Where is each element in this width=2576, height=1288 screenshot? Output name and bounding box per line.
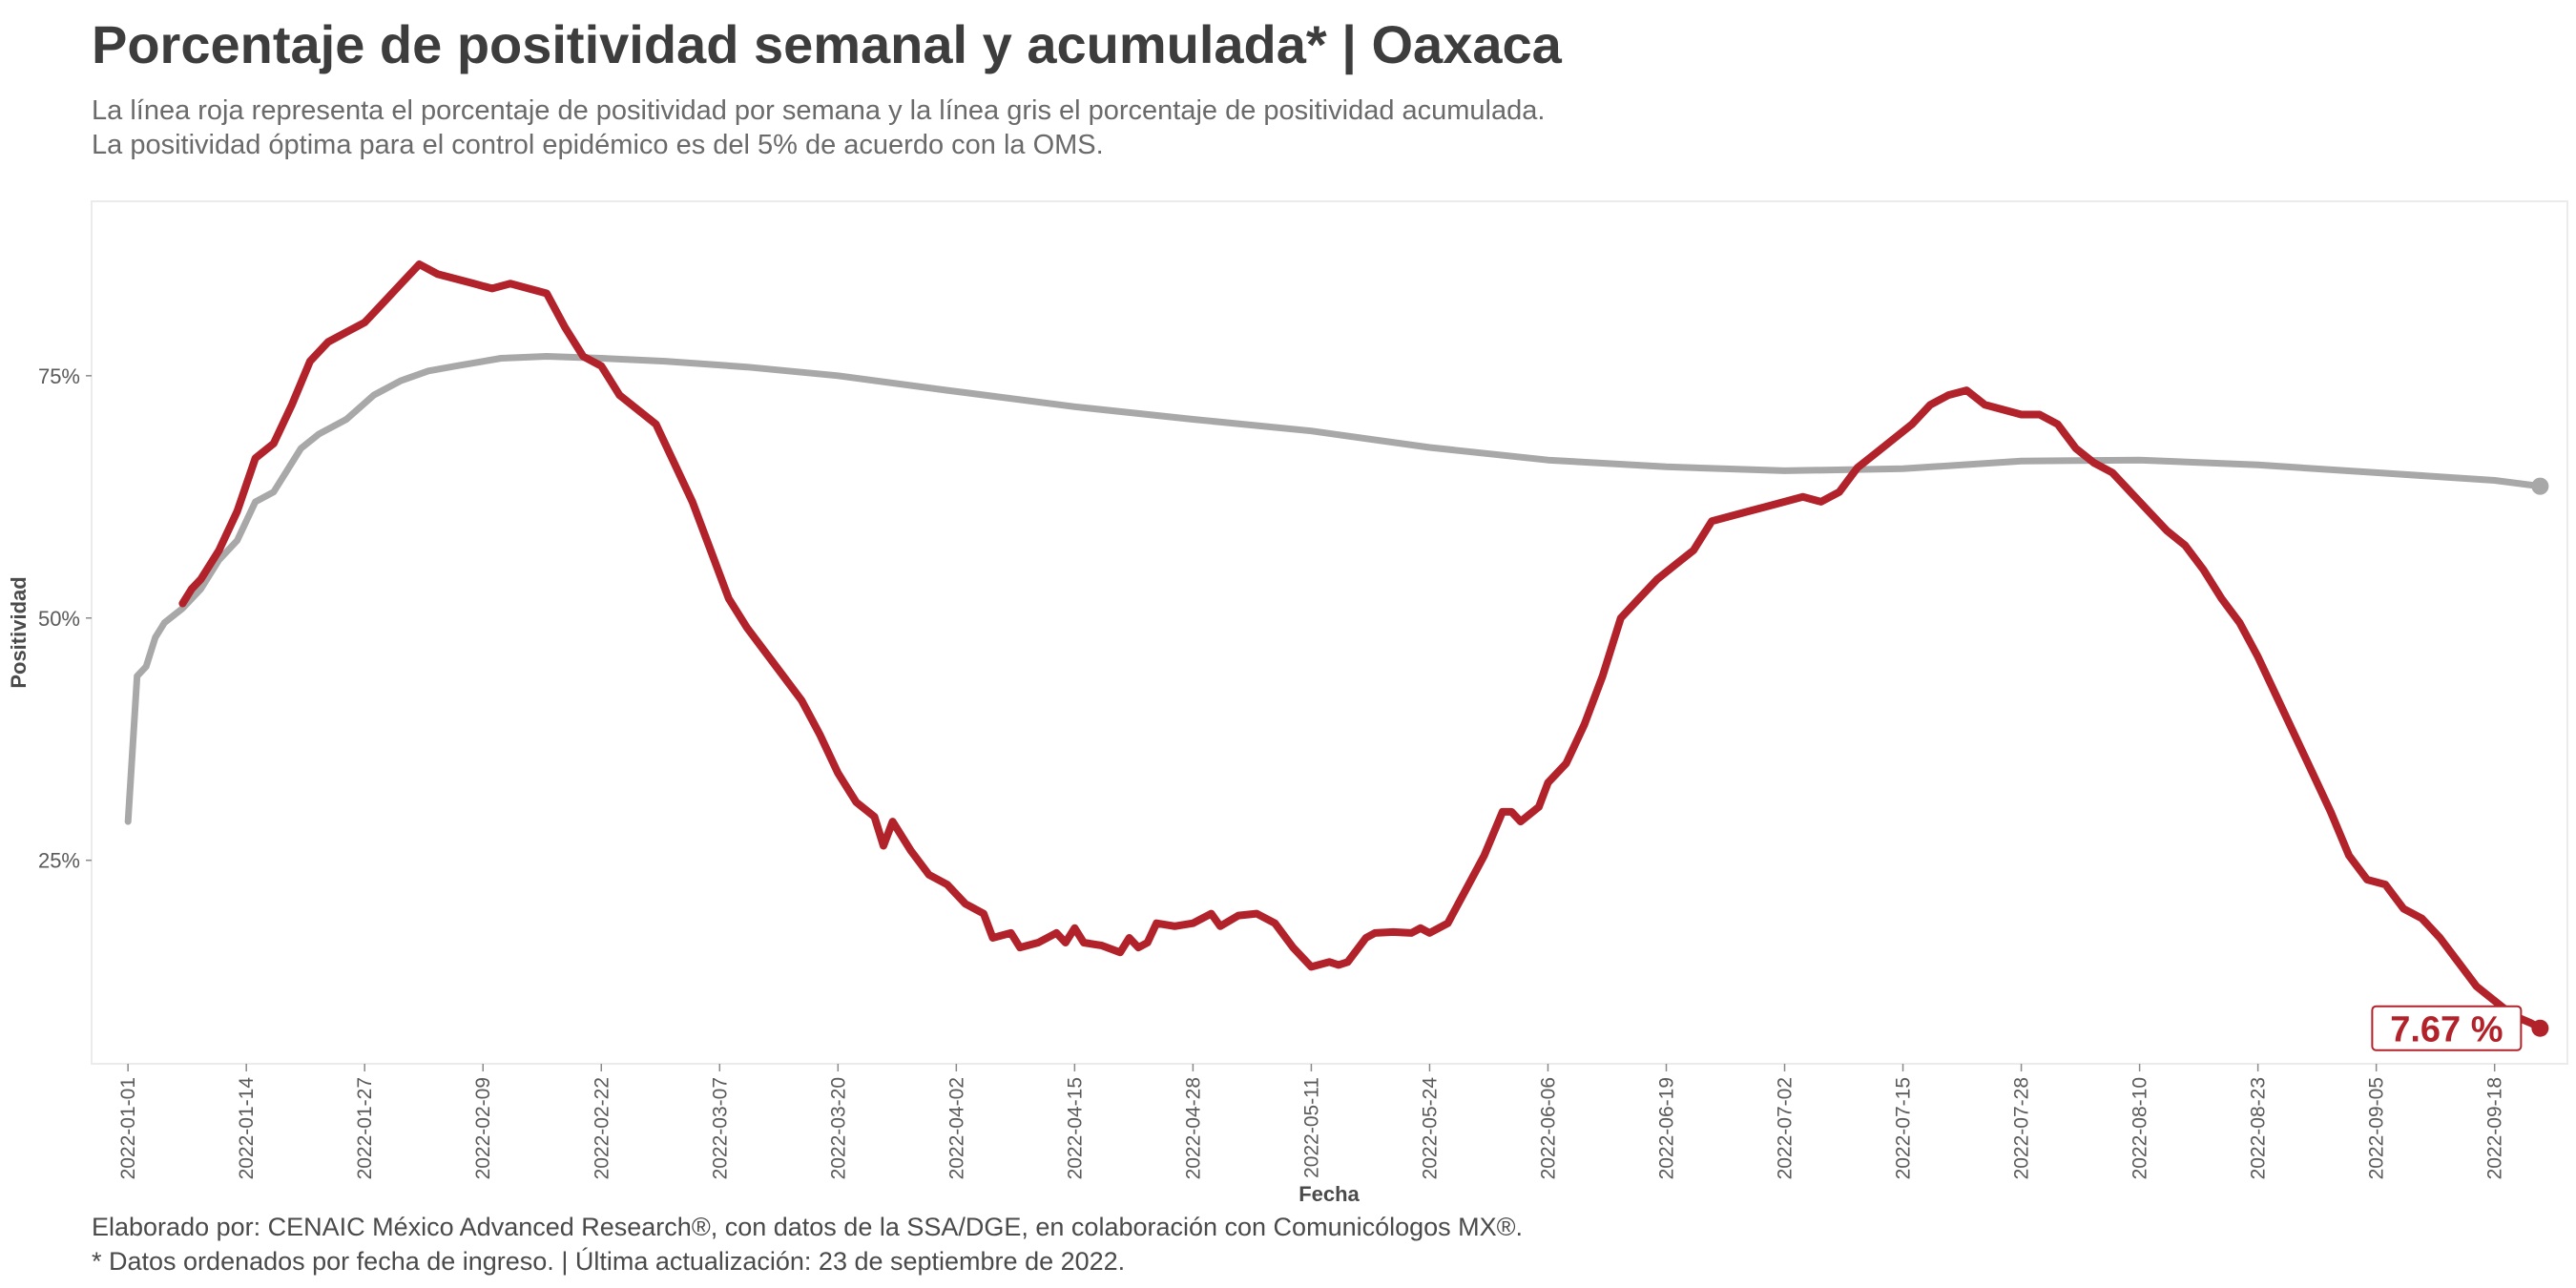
x-tick-label: 2022-07-02 bbox=[1775, 1077, 1797, 1179]
x-tick-label: 2022-04-15 bbox=[1064, 1077, 1086, 1179]
x-tick-label: 2022-08-23 bbox=[2248, 1077, 2270, 1179]
x-tick-label: 2022-07-15 bbox=[1893, 1077, 1915, 1179]
chart-subtitle: La línea roja representa el porcentaje d… bbox=[92, 93, 1545, 162]
cumulative-positivity-line bbox=[124, 353, 2544, 825]
x-tick-label: 2022-04-02 bbox=[945, 1077, 967, 1179]
x-tick-label: 2022-06-06 bbox=[1537, 1077, 1559, 1179]
end-label-box bbox=[2371, 1005, 2523, 1051]
subtitle-line-2: La positividad óptima para el control ep… bbox=[92, 130, 1104, 160]
x-tick-label: 2022-07-28 bbox=[2011, 1077, 2033, 1179]
y-tick-label: 50% bbox=[38, 607, 80, 631]
end-label-text: 7.67 % bbox=[2390, 1010, 2503, 1050]
series-lines bbox=[124, 260, 2549, 1037]
x-tick-label: 2022-02-09 bbox=[472, 1077, 494, 1179]
caption-line-1: Elaborado por: CENAIC México Advanced Re… bbox=[92, 1213, 1524, 1241]
weekly-end-point bbox=[2531, 1019, 2549, 1037]
x-axis-ticks: 2022-01-01 2022-01-14 2022-01-27 2022-02-09… bbox=[117, 1064, 2506, 1179]
x-tick-label: 2022-01-14 bbox=[236, 1077, 258, 1180]
weekly-positivity-line bbox=[178, 260, 2545, 1032]
x-tick-label: 2022-05-11 bbox=[1300, 1077, 1322, 1178]
y-tick-label: 75% bbox=[38, 364, 80, 388]
plot-panel bbox=[91, 200, 2568, 1065]
caption-line-2: * Datos ordenados por fecha de ingreso. … bbox=[92, 1247, 1126, 1276]
y-tick-label: 25% bbox=[38, 849, 80, 873]
end-value-label: 7.67 % bbox=[2371, 1005, 2523, 1051]
x-tick-label: 2022-09-18 bbox=[2484, 1077, 2506, 1179]
subtitle-line-1: La línea roja representa el porcentaje d… bbox=[92, 95, 1546, 126]
x-tick-label: 2022-04-28 bbox=[1182, 1077, 1204, 1179]
x-tick-label: 2022-05-24 bbox=[1419, 1077, 1441, 1180]
y-axis-title: Positividad bbox=[7, 576, 31, 688]
x-tick-label: 2022-06-19 bbox=[1655, 1077, 1677, 1179]
cumulative-end-point bbox=[2531, 477, 2549, 495]
x-tick-label: 2022-09-05 bbox=[2366, 1077, 2388, 1179]
x-tick-label: 2022-02-22 bbox=[591, 1077, 613, 1179]
x-tick-label: 2022-03-07 bbox=[709, 1077, 731, 1179]
x-tick-label: 2022-01-27 bbox=[354, 1077, 376, 1179]
x-tick-label: 2022-03-20 bbox=[827, 1077, 849, 1179]
x-tick-label: 2022-01-01 bbox=[117, 1077, 139, 1179]
x-axis-title: Fecha bbox=[1298, 1182, 1360, 1206]
chart-caption: Elaborado por: CENAIC México Advanced Re… bbox=[92, 1210, 1523, 1278]
x-tick-label: 2022-08-10 bbox=[2129, 1077, 2151, 1179]
chart-title: Porcentaje de positividad semanal y acum… bbox=[92, 14, 1562, 74]
y-axis-ticks: 25% 50% 75% bbox=[38, 364, 92, 873]
